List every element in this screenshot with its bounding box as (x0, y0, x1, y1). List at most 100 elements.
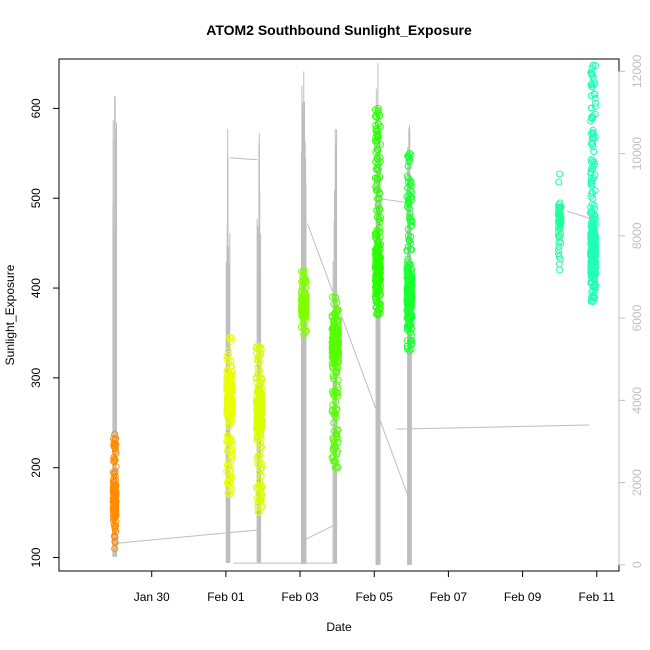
data-point (226, 370, 234, 378)
data-point (256, 406, 264, 414)
data-point (334, 306, 342, 314)
line-segment-3 (303, 523, 338, 541)
data-point-min (556, 266, 564, 274)
data-point (258, 483, 266, 491)
data-point (228, 452, 236, 460)
data-point-max (556, 170, 564, 178)
data-point (588, 220, 596, 228)
data-point (328, 454, 336, 462)
data-point (328, 293, 336, 301)
data-point (331, 387, 339, 395)
data-point (332, 431, 340, 439)
data-point (256, 349, 264, 357)
data-point (257, 465, 265, 473)
data-point (408, 217, 416, 225)
data-point (227, 460, 235, 468)
data-point (223, 437, 231, 445)
y2-tick-label: 4000 (630, 387, 644, 414)
y2-tick-label: 12000 (630, 54, 644, 88)
data-point-max (111, 430, 119, 438)
data-point (111, 440, 119, 448)
data-point (376, 205, 384, 213)
data-point (373, 288, 381, 296)
data-point (592, 99, 600, 107)
x-tick-label: Feb 01 (207, 590, 245, 604)
data-point (328, 408, 336, 416)
data-point (228, 446, 236, 454)
data-point (228, 372, 236, 380)
data-point (111, 436, 119, 444)
data-point (224, 407, 232, 415)
data-point (376, 154, 384, 162)
data-point (109, 487, 117, 495)
data-point (589, 140, 597, 148)
data-point (257, 496, 265, 504)
data-point (372, 158, 380, 166)
data-point (111, 468, 119, 476)
data-point (256, 377, 264, 385)
data-point (589, 174, 597, 182)
x-axis: Jan 30 Feb 01 Feb 03 Feb 05 Feb 07 Feb 09 Feb … (134, 570, 615, 604)
data-point-min (589, 298, 597, 306)
data-point (225, 423, 233, 431)
data-point (374, 146, 382, 154)
data-point (224, 347, 232, 355)
data-point (587, 192, 595, 200)
data-point (252, 349, 260, 357)
data-point (258, 375, 266, 383)
data-point (588, 115, 596, 123)
data-point (225, 418, 233, 426)
data-point (407, 239, 415, 247)
data-point (256, 439, 264, 447)
data-point (407, 232, 415, 240)
data-point (255, 412, 263, 420)
data-point (554, 210, 562, 218)
data-point (253, 356, 261, 364)
data-point (406, 214, 414, 222)
data-point (225, 458, 233, 466)
data-point (374, 166, 382, 174)
data-point (301, 295, 309, 303)
data-point (555, 238, 563, 246)
y-tick-label: 200 (29, 457, 43, 477)
data-point (111, 532, 119, 540)
data-point (254, 455, 262, 463)
data-point (301, 273, 309, 281)
data-point (405, 313, 413, 321)
data-point (371, 292, 379, 300)
data-point (330, 316, 338, 324)
data-point (375, 224, 383, 232)
data-point (406, 321, 414, 329)
data-point (557, 203, 565, 211)
data-point (592, 62, 600, 70)
data-point (258, 460, 266, 468)
data-point (376, 213, 384, 221)
data-point (408, 221, 416, 229)
data-point (227, 337, 235, 345)
y2-tick-label: 6000 (630, 304, 644, 331)
data-point (405, 267, 413, 275)
line-segment-0 (114, 529, 260, 544)
data-point (374, 251, 382, 259)
data-point (329, 401, 337, 409)
data-point (404, 162, 412, 170)
data-point (591, 90, 599, 98)
data-point (587, 232, 595, 240)
data-point (555, 243, 563, 251)
data-point (255, 422, 263, 430)
data-point (257, 494, 265, 502)
data-point (554, 246, 562, 254)
data-point (329, 445, 337, 453)
data-point (301, 278, 309, 286)
data-point (373, 195, 381, 203)
data-point-min (405, 347, 413, 355)
data-point (405, 317, 413, 325)
data-point (375, 263, 383, 271)
data-point (406, 210, 414, 218)
data-point (374, 127, 382, 135)
data-point (372, 133, 380, 141)
data-point (590, 158, 598, 166)
x-tick-label: Feb 03 (281, 590, 319, 604)
data-point (333, 447, 341, 455)
